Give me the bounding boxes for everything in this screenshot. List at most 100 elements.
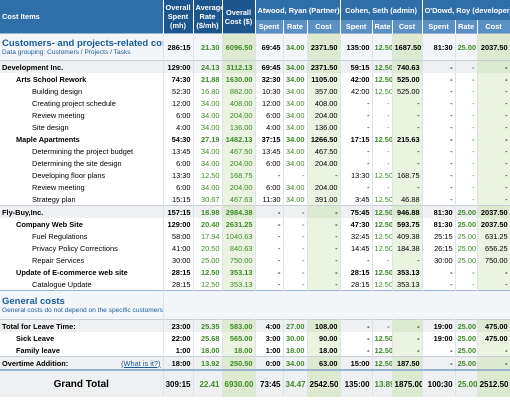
- row-label: Building design: [0, 85, 164, 97]
- cell: 12.50: [193, 169, 223, 181]
- data-row: Privacy Policy Corrections 41:00 20.50 840.…: [0, 242, 510, 254]
- cell: 25.00: [455, 356, 478, 370]
- cell: 6:00: [163, 109, 194, 121]
- cell: 54:30: [163, 133, 194, 145]
- cell: -: [372, 319, 393, 332]
- cell: -: [422, 97, 456, 109]
- cell: 129:00: [163, 218, 194, 230]
- label: Update of E-commerce web site: [16, 267, 128, 277]
- row-label: Strategy plan: [0, 193, 164, 206]
- cell: 32:30: [255, 73, 284, 85]
- cell: -: [455, 169, 478, 181]
- cell: 34.00: [283, 157, 308, 169]
- cell: 204.00: [307, 109, 341, 121]
- cell: 4:00: [163, 121, 194, 133]
- cell: 34.00: [283, 181, 308, 193]
- cell: -: [255, 254, 284, 266]
- cell: 52:30: [163, 85, 194, 97]
- cell: 3:45: [340, 193, 373, 206]
- cell: 565.00: [222, 332, 256, 344]
- cell: 20.50: [193, 242, 223, 254]
- sub-header: Cost: [307, 20, 341, 34]
- cell: -: [283, 254, 308, 266]
- cell: 58:00: [163, 230, 194, 242]
- cell: 168.75: [392, 169, 423, 181]
- cell: -: [307, 266, 341, 278]
- cell: 19:00: [422, 319, 456, 332]
- cell: 34.00: [193, 109, 223, 121]
- cell: 408.00: [307, 97, 341, 109]
- row-label: Family leave: [0, 344, 164, 357]
- cell: 73:45: [255, 369, 284, 397]
- header: Cost Items: [0, 0, 164, 34]
- cell: 6:00: [255, 181, 284, 193]
- cell: 353.13: [222, 278, 256, 291]
- cell: 81:30: [422, 33, 456, 61]
- cell: 23:00: [163, 319, 194, 332]
- cell: 12:00: [163, 97, 194, 109]
- cell: 12.50: [372, 205, 393, 218]
- cell: -: [392, 344, 423, 357]
- data-row: Strategy plan 15:15 30.67 467.63 11:30 34.00 3…: [0, 193, 510, 206]
- cell: 129:00: [163, 60, 194, 73]
- data-row: Determining the site design 6:00 34.00 204.…: [0, 157, 510, 169]
- data-row: Catalogue Update 28:15 12.50 353.13- - -28:15…: [0, 278, 510, 291]
- cell: -: [392, 157, 423, 169]
- cell: 250.50: [222, 356, 256, 370]
- cell: 1266.50: [307, 133, 341, 145]
- cell: -: [283, 218, 308, 230]
- cell: 34.00: [193, 121, 223, 133]
- cell: 12.50: [372, 193, 393, 206]
- cell: 13.92: [193, 356, 223, 370]
- cell: 357.00: [307, 85, 341, 97]
- cell: 34.00: [193, 145, 223, 157]
- cell: 18:00: [163, 356, 194, 370]
- cell: 6930.00: [222, 369, 256, 397]
- data-row: Review meeting 6:00 34.00 204.00 6:00 34.00 20…: [0, 109, 510, 121]
- cell: -: [477, 73, 510, 85]
- cell: 353.13: [392, 266, 423, 278]
- help-link[interactable]: (What is it?): [121, 358, 161, 368]
- cell: -: [255, 218, 284, 230]
- label: Development Inc.: [2, 62, 64, 72]
- row-label: Company Web Site: [0, 218, 164, 230]
- cell: -: [455, 193, 478, 206]
- label: Fuel Regulations: [32, 231, 88, 241]
- cell: 81:30: [422, 205, 456, 218]
- cell: -: [307, 230, 341, 242]
- cell: 12.50: [372, 230, 393, 242]
- cell: -: [477, 278, 510, 291]
- label: Building design: [32, 86, 83, 96]
- cell: 20.40: [193, 218, 223, 230]
- cell: 12.50: [372, 133, 393, 145]
- row-label: Developing floor plans: [0, 169, 164, 181]
- data-row: Repair Services 30:00 25.00 750.00- - - - - -30:…: [0, 254, 510, 266]
- cell: 593.75: [392, 218, 423, 230]
- cell: 12.50: [372, 33, 393, 61]
- data-row: Maple Apartments 54:30 27.19 1482.13 37:15 34…: [0, 133, 510, 145]
- cell: 13:30: [163, 169, 194, 181]
- sub-header: Rate: [372, 20, 393, 34]
- sub-header: Cost: [477, 20, 510, 34]
- cell: -: [422, 85, 456, 97]
- section-subtitle: Data grouping: Customers / Projects / Ta…: [2, 49, 131, 56]
- label: Developing floor plans: [32, 170, 106, 180]
- label: Total for Leave Time:: [2, 321, 76, 331]
- cell: 34.00: [283, 109, 308, 121]
- cell: 34.00: [283, 145, 308, 157]
- data-row: Review meeting 6:00 34.00 204.00 6:00 34.00 20…: [0, 181, 510, 193]
- section-subtitle: General costs do not depend on the speci…: [2, 307, 163, 314]
- data-row: Building design 52:30 16.80 882.00 10:30 34.0…: [0, 85, 510, 97]
- cell: 204.00: [307, 157, 341, 169]
- cell: 18.00: [307, 344, 341, 357]
- cell: 408.00: [222, 97, 256, 109]
- cell: 22.41: [193, 369, 223, 397]
- section-title: General costs: [2, 296, 65, 307]
- cell: -: [455, 266, 478, 278]
- row-label: Repair Services: [0, 254, 164, 266]
- cell: -: [477, 60, 510, 73]
- cell: 25.00: [455, 369, 478, 397]
- cell: -: [455, 145, 478, 157]
- cell: -: [477, 344, 510, 357]
- cell: 30:00: [163, 254, 194, 266]
